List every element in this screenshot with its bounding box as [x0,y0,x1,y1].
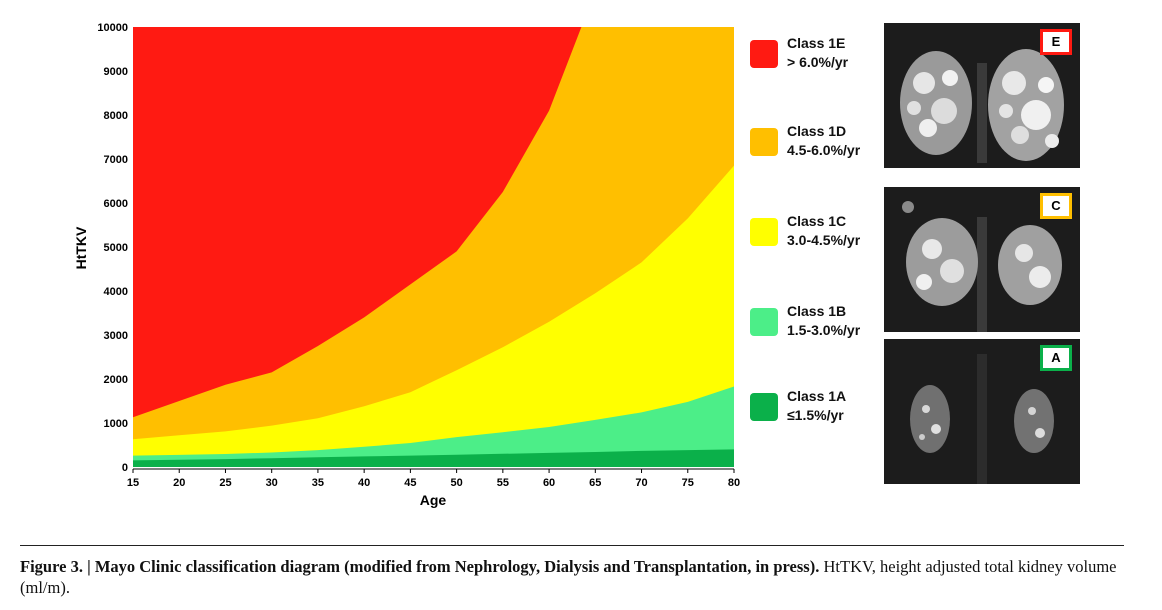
x-tick-label: 50 [450,477,462,489]
legend-swatch-class-1c [750,218,778,246]
mri-spine [977,217,987,332]
kidney-mri-image [900,49,1064,161]
area-class-1a [133,449,734,467]
x-tick-label: 70 [635,477,647,489]
kidney-mri-image [910,385,1054,453]
x-tick-label: 60 [543,477,555,489]
axis-layer: 15 20 25 30 35 40 45 50 55 60 65 70 75 80 0 1000 2000 300… [97,22,740,489]
legend-item-class-1c: Class 1C 3.0-4.5%/yr [750,208,885,252]
y-tick-label: 9000 [104,66,128,78]
legend-rate-class-1e: > 6.0%/yr [787,54,849,70]
legend-item-class-1b: Class 1B 1.5-3.0%/yr [750,298,885,342]
x-tick-label: 30 [266,477,278,489]
area-chart: 15 20 25 30 35 40 45 50 55 60 65 70 75 80 0 1000 2000 300… [73,22,740,508]
legend-item-class-1d: Class 1D 4.5-6.0%/yr [750,118,885,162]
x-axis-label: Age [420,492,447,508]
x-tick-label: 45 [404,477,416,489]
x-tick-label: 35 [312,477,324,489]
x-tick-label: 80 [728,477,740,489]
legend-label-class-1a: Class 1A [787,388,847,404]
x-tick-label: 25 [219,477,231,489]
x-tick-label: 20 [173,477,185,489]
x-tick-label: 15 [127,477,139,489]
mri-spine [977,354,987,484]
legend-item-class-1a: Class 1A ≤1.5%/yr [750,383,885,427]
legend-item-class-1e: Class 1E > 6.0%/yr [750,30,885,74]
y-tick-label: 5000 [104,242,128,254]
mri-tag-c: C [1040,193,1072,219]
area-class-1c [133,165,734,467]
legend-label-class-1e: Class 1E [787,35,846,51]
y-tick-label: 2000 [104,374,128,386]
mri-spine [977,63,987,163]
mri-image-class-1e: E [884,23,1080,168]
legend-rate-class-1c: 3.0-4.5%/yr [787,232,861,248]
mri-tag-a: A [1040,345,1072,371]
x-tick-label: 55 [497,477,509,489]
y-tick-label: 10000 [97,22,128,34]
mri-tag-e: E [1040,29,1072,55]
x-tick-label: 65 [589,477,601,489]
legend-swatch-class-1d [750,128,778,156]
legend-rate-class-1b: 1.5-3.0%/yr [787,322,861,338]
kidney-mri-image [902,201,1062,306]
area-layer [133,27,734,467]
legend-label-class-1d: Class 1D [787,123,847,139]
y-tick-label: 7000 [104,154,128,166]
y-tick-label: 4000 [104,286,128,298]
legend-label-class-1b: Class 1B [787,303,847,319]
caption-divider [20,545,1124,546]
x-tick-label: 40 [358,477,370,489]
legend-swatch-class-1e [750,40,778,68]
legend-swatch-class-1b [750,308,778,336]
caption-text: HtTKV, height adjusted total kidney volu… [20,557,1117,597]
y-tick-label: 6000 [104,198,128,210]
legend-label-class-1c: Class 1C [787,213,847,229]
y-tick-label: 0 [122,462,128,474]
legend-swatch-class-1a [750,393,778,421]
mri-image-class-1c: C [884,187,1080,332]
area-class-1b [133,386,734,467]
y-tick-label: 3000 [104,330,128,342]
y-axis-label: HtTKV [73,226,89,269]
y-tick-label: 1000 [104,418,128,430]
mri-image-class-1a: A [884,339,1080,484]
legend-rate-class-1a: ≤1.5%/yr [787,407,844,423]
x-tick-label: 75 [682,477,694,489]
caption-bold: Figure 3. | Mayo Clinic classification d… [20,557,820,576]
y-tick-label: 8000 [104,110,128,122]
legend-rate-class-1d: 4.5-6.0%/yr [787,142,861,158]
figure-caption: Figure 3. | Mayo Clinic classification d… [20,556,1130,598]
